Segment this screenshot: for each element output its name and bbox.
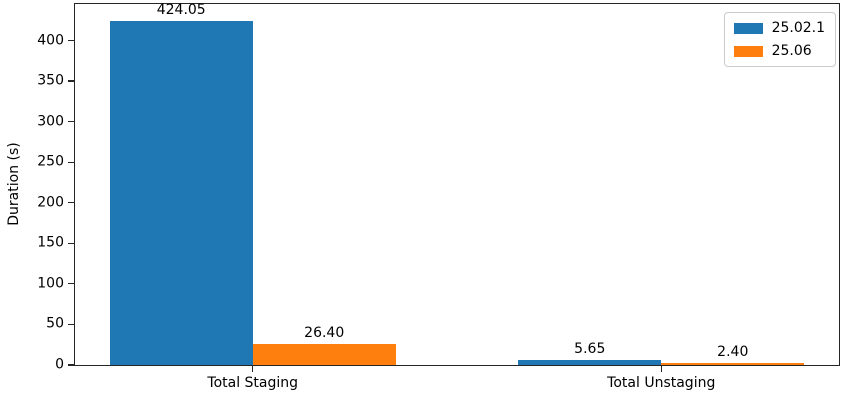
plot-area: 25.02.1 25.06 0 50 100 150 200 250 300 350 400 424…: [37, 2, 840, 391]
x-axis-tick-mark: [252, 366, 254, 372]
bar-value-label: 2.40: [717, 344, 749, 361]
y-axis-tick-mark: [68, 39, 74, 42]
y-axis-tick-label: 200: [37, 194, 64, 211]
y-axis-tick-label: 100: [37, 275, 64, 292]
y-axis-tick-label: 50: [46, 316, 64, 333]
y-axis-tick-mark: [68, 80, 74, 82]
bar: [661, 363, 805, 365]
legend-swatch: [733, 45, 763, 57]
x-axis-tick-label: Total Staging: [207, 375, 299, 391]
bar-value-label: 424.05: [156, 2, 206, 18]
legend-swatch: [733, 22, 763, 34]
y-axis-tick-mark: [68, 323, 74, 326]
y-axis-tick-label: 400: [37, 32, 64, 49]
y-axis-tick-label: 350: [37, 72, 64, 89]
y-axis-title: Duration (s): [6, 142, 22, 226]
x-axis-tick-mark: [660, 366, 662, 372]
y-axis-tick-label: 300: [37, 113, 64, 130]
y-axis-tick-label: 0: [55, 356, 64, 373]
legend-label: 25.06: [771, 43, 812, 59]
y-axis-tick-mark: [68, 242, 74, 244]
y-axis-tick-mark: [68, 121, 74, 123]
y-axis-tick-label: 150: [37, 234, 64, 251]
y-axis-tick-label: 250: [37, 153, 64, 170]
legend-row: 25.02.1: [733, 20, 825, 36]
bar: [252, 343, 396, 365]
legend-label: 25.02.1: [771, 20, 825, 36]
legend: 25.02.1 25.06: [723, 12, 836, 67]
y-axis-tick-mark: [68, 202, 74, 204]
x-axis-tick-label: Total Unstaging: [607, 375, 716, 391]
y-axis-tick-mark: [68, 161, 74, 163]
y-axis-tick-mark: [68, 364, 74, 366]
bar: [518, 360, 662, 365]
bar: [109, 21, 253, 365]
bar-value-label: 5.65: [574, 341, 606, 358]
bar-value-label: 26.40: [304, 324, 345, 341]
y-axis-tick-mark: [68, 283, 74, 285]
legend-row: 25.06: [733, 43, 825, 59]
